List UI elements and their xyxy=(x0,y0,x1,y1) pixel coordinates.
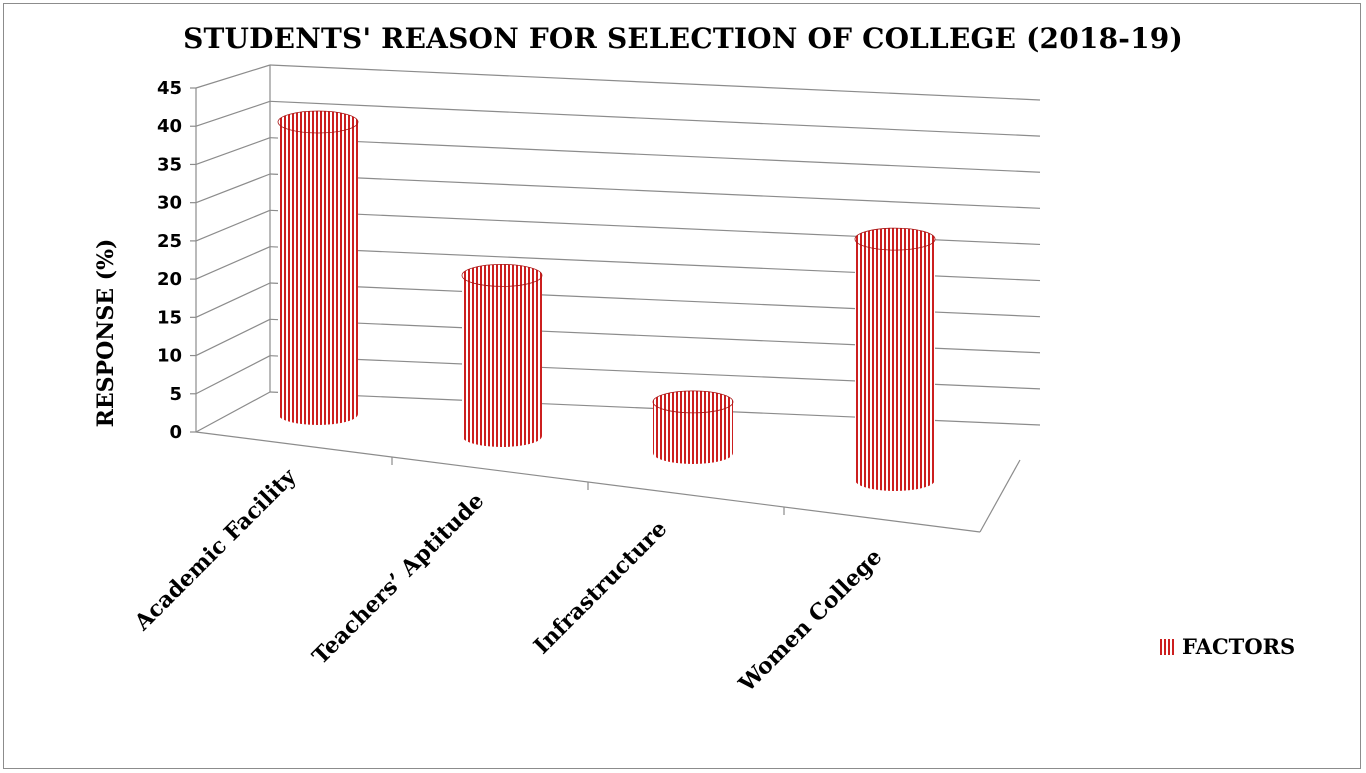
side-gridline xyxy=(195,391,271,433)
bar xyxy=(652,390,734,464)
y-tick-label: 35 xyxy=(157,154,182,175)
side-gridline xyxy=(195,355,271,395)
chart-title: STUDENTS' REASON FOR SELECTION OF COLLEG… xyxy=(183,22,1183,55)
legend-swatch xyxy=(1160,638,1176,655)
bar-body xyxy=(278,122,358,425)
bar-top xyxy=(653,390,733,413)
gridline xyxy=(269,137,1041,173)
side-gridline xyxy=(195,100,271,127)
gridline xyxy=(269,64,1041,101)
side-gridline xyxy=(195,173,271,204)
y-tick-labels: 0 5 10 15 20 25 30 35 40 45 xyxy=(157,78,182,443)
y-tick-label: 15 xyxy=(157,307,182,328)
bar-top-rim xyxy=(461,263,543,287)
y-tick-label: 45 xyxy=(157,78,182,99)
category-labels: Academic Facility Teachers’ Aptitude Infra… xyxy=(129,463,887,698)
y-tick-label: 5 xyxy=(169,384,182,405)
y-tick-label: 30 xyxy=(157,193,182,214)
bar-top xyxy=(278,111,358,133)
side-gridline xyxy=(195,209,271,242)
category-label: Teachers’ Aptitude xyxy=(307,488,489,670)
side-gridline xyxy=(195,246,271,280)
bar xyxy=(277,110,359,425)
y-tick-label: 10 xyxy=(157,346,182,367)
legend-label: FACTORS xyxy=(1182,634,1296,659)
chart-frame xyxy=(3,3,1361,769)
side-gridline xyxy=(195,137,271,166)
bar-body xyxy=(855,239,935,491)
y-tick-label: 25 xyxy=(157,231,182,252)
bar xyxy=(461,263,543,447)
floor-right-edge xyxy=(979,459,1021,533)
gridline xyxy=(269,173,1041,209)
y-axis-label: RESPONSE (%) xyxy=(93,239,119,428)
bar-top-rim xyxy=(277,110,359,134)
bar-body xyxy=(462,275,542,447)
category-label: Women College xyxy=(733,544,887,698)
legend: FACTORS xyxy=(1160,634,1295,659)
axes xyxy=(190,65,1021,533)
bar-top-rim xyxy=(854,227,936,251)
gridline xyxy=(269,100,1041,137)
side-gridline xyxy=(195,64,271,89)
side-gridline xyxy=(195,282,271,318)
y-tick-label: 20 xyxy=(157,269,182,290)
bar-top xyxy=(855,228,935,251)
bar-top xyxy=(462,264,542,287)
category-label: Infrastructure xyxy=(529,516,672,659)
bar-body xyxy=(653,401,733,464)
bars xyxy=(277,110,936,491)
bar xyxy=(854,227,936,491)
y-tick-label: 40 xyxy=(157,116,182,137)
y-tick-label: 0 xyxy=(169,422,182,443)
category-label: Academic Facility xyxy=(129,463,302,636)
bar-top-rim xyxy=(652,390,734,414)
side-gridline xyxy=(195,318,271,357)
